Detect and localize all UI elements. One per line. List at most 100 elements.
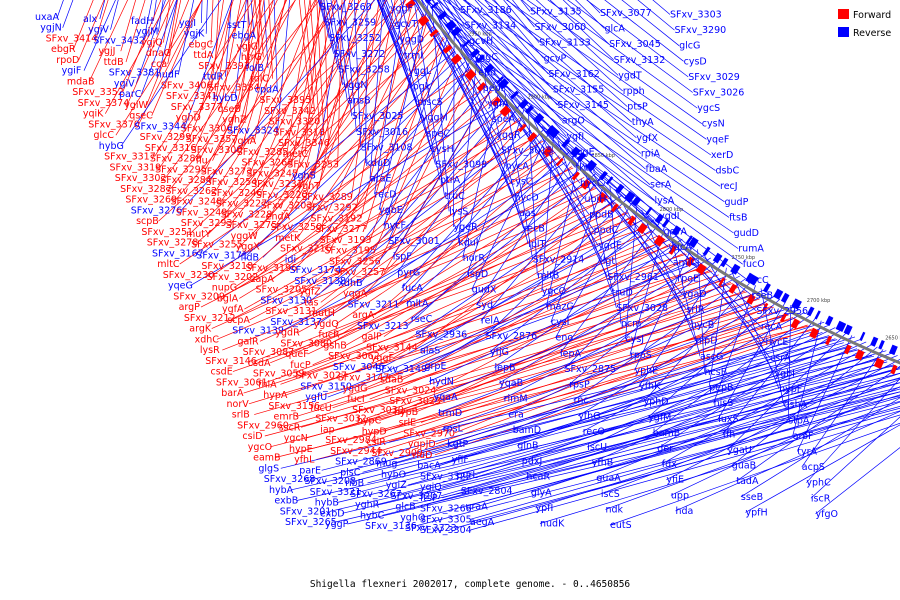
gene-label: ygbI bbox=[775, 368, 795, 379]
gene-label: sdaB bbox=[380, 375, 403, 386]
gene-label: SFxv_3299 bbox=[140, 132, 192, 143]
leader-line bbox=[392, 80, 497, 257]
gene-label: csdA bbox=[248, 358, 271, 369]
gene-label: SFxv_3231 bbox=[251, 179, 303, 190]
gene-label: sscR bbox=[279, 422, 301, 433]
leader-line bbox=[301, 295, 754, 428]
gene-label: SFxv_3257 bbox=[334, 267, 386, 278]
forward-gene-feature bbox=[890, 364, 898, 375]
gene-label: glcG bbox=[679, 41, 700, 52]
reverse-gene-feature bbox=[720, 257, 729, 268]
leader-line bbox=[273, 0, 278, 90]
gene-label: ffh bbox=[723, 429, 736, 440]
leader-line bbox=[494, 238, 683, 368]
gene-label: SFxv_3207 bbox=[391, 491, 443, 502]
gene-label: SFxv_3344 bbox=[135, 121, 187, 132]
forward-gene-feature bbox=[761, 302, 769, 312]
gene-label: SFxv_3381 bbox=[109, 68, 161, 79]
leader-line bbox=[390, 0, 436, 165]
leader-line bbox=[443, 0, 721, 187]
gene-label: xerD bbox=[711, 150, 733, 161]
gene-label: hybD bbox=[213, 93, 238, 104]
leader-line bbox=[220, 0, 242, 108]
gene-label: ygpJD bbox=[408, 439, 436, 450]
reverse-gene-feature bbox=[654, 213, 664, 224]
gene-label: ygdQ bbox=[314, 319, 339, 330]
reverse-gene-feature bbox=[498, 78, 509, 90]
gene-label: csrA bbox=[770, 353, 791, 364]
gene-label: SFxv_3061 bbox=[216, 377, 268, 388]
gene-labels: uxaA alx fadH ygjI sstT ygjN ygjV ygjM ygjK ebgA S… bbox=[35, 2, 838, 536]
leader-line bbox=[170, 0, 320, 190]
gene-label: tolC bbox=[250, 74, 269, 85]
gene-label: yqiK bbox=[83, 109, 104, 120]
gene-label: ygeR bbox=[454, 222, 478, 233]
gene-label: hda bbox=[676, 506, 694, 517]
gene-label: sstT bbox=[227, 20, 247, 31]
gene-label: mltB bbox=[537, 270, 559, 281]
gene-label: SFxv_3260 bbox=[320, 2, 372, 13]
gene-label: SFxv_3304 bbox=[420, 525, 472, 536]
gene-label: SFxv_3250 bbox=[270, 222, 322, 233]
gene-label: SFxv_3156 bbox=[268, 401, 320, 412]
gene-label: ascG bbox=[700, 351, 723, 362]
gene-label: rluD bbox=[413, 450, 433, 461]
gene-label: SFxv_3155 bbox=[553, 85, 605, 96]
gene-label: hydN bbox=[429, 377, 454, 388]
gene-label: SFxv_3277 bbox=[315, 224, 367, 235]
leader-line bbox=[275, 325, 810, 458]
leader-line bbox=[578, 295, 775, 417]
gene-label: SFxv_3147 bbox=[338, 373, 390, 384]
gene-label: eno bbox=[556, 333, 574, 344]
forward-gene-feature bbox=[843, 344, 852, 355]
leader-line bbox=[120, 0, 222, 147]
gene-label: bamD bbox=[513, 425, 541, 436]
gene-label: lepA bbox=[560, 348, 582, 359]
gene-label: fadH bbox=[131, 16, 153, 27]
forward-gene-feature bbox=[780, 312, 788, 323]
gene-label: fucA bbox=[402, 283, 424, 294]
leader-line bbox=[383, 89, 492, 273]
leader-line bbox=[296, 0, 336, 174]
leader-line bbox=[480, 177, 601, 321]
forward-gene-feature bbox=[555, 157, 564, 167]
gene-label: SFxv_3193 bbox=[320, 235, 372, 246]
leader-line bbox=[197, 0, 234, 118]
leader-line bbox=[426, 0, 483, 89]
scale-tick-label: 2900 kbp bbox=[528, 95, 552, 101]
leader-line bbox=[493, 0, 544, 59]
gene-label: hcaR bbox=[526, 472, 550, 483]
reverse-gene-feature bbox=[450, 26, 462, 37]
gene-label: SFxv_3027 bbox=[295, 371, 347, 382]
leader-line bbox=[292, 202, 616, 353]
gene-label: SFxv_3265 bbox=[285, 517, 337, 528]
reverse-gene-feature bbox=[495, 76, 505, 84]
reverse-gene-feature bbox=[445, 19, 457, 32]
leader-line bbox=[470, 396, 900, 520]
leader-line bbox=[336, 298, 760, 430]
gene-label: luxS bbox=[718, 414, 738, 425]
leader-line bbox=[583, 163, 617, 309]
gene-label: ftsP bbox=[420, 493, 438, 504]
leader-line bbox=[400, 361, 888, 495]
leader-line bbox=[582, 311, 805, 432]
gene-label: fdx bbox=[662, 459, 677, 470]
gene-label: SFxv_3045 bbox=[609, 39, 661, 50]
gene-label: ttdB bbox=[104, 57, 124, 68]
gene-label: SFxv_3306 bbox=[181, 123, 233, 134]
gene-label: SFxv_3266 bbox=[420, 504, 472, 515]
gene-label: SFxv_3414 bbox=[46, 34, 98, 45]
leader-line bbox=[327, 261, 699, 398]
gene-label: tas bbox=[304, 297, 319, 308]
gene-label: alaS bbox=[420, 345, 440, 356]
leader-line bbox=[431, 8, 450, 212]
gene-label: SFxv_2960 bbox=[237, 420, 289, 431]
leader-line bbox=[609, 422, 900, 526]
reverse-gene-feature bbox=[510, 90, 519, 100]
gene-label: SFxv_3145 bbox=[557, 100, 609, 111]
gene-label: hypC bbox=[357, 416, 382, 427]
leader-line bbox=[190, 102, 504, 286]
gene-label: yqgA bbox=[343, 289, 368, 300]
gene-label: recB bbox=[524, 224, 545, 235]
